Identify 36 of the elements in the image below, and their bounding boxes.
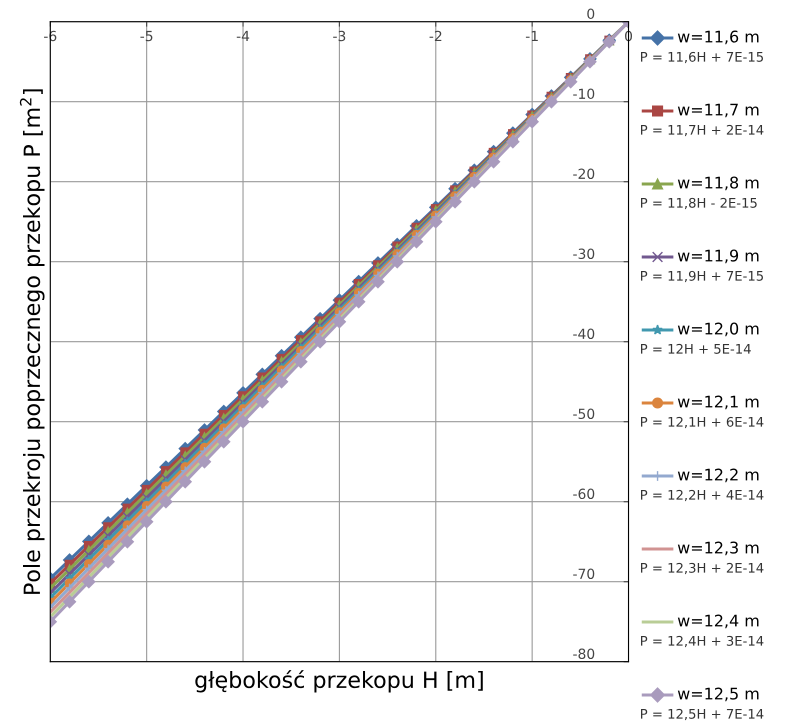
legend-label: w=12,4 m [678,614,758,628]
text: P = 12,2H + 4E-14 [641,490,764,502]
legend-label: w=12,5 m [678,688,758,702]
text: P = 12,5H + 7E-14 [641,708,764,720]
legend-label: w=11,8 m [678,176,758,190]
text: P = 12,3H + 2E-14 [641,562,764,574]
y-tick-label: -20 [573,168,594,180]
legend-label: w=12,2 m [678,468,758,482]
legend-label: w=11,6 m [678,30,758,44]
x-tick-label: -5 [140,30,152,42]
text: P = 11,8H - 2E-15 [641,198,757,210]
legend-label: w=11,9 m [678,250,758,264]
y-tick-label: -30 [573,248,594,260]
text: P = 11,6H + 7E-15 [641,52,763,64]
x-tick-label: -1 [526,30,538,42]
y-tick-label: -80 [573,648,594,660]
x-tick-label: -4 [236,30,250,42]
text: P = 12H + 5E-14 [641,344,751,354]
text: P = 12,1H + 6E-14 [641,416,764,428]
y-tick-label: -60 [573,488,594,500]
y-tick-label: -40 [573,328,594,340]
y-tick-label: 0 [587,8,594,20]
y-tick-label: -10 [573,88,594,100]
y-axis-title: Pole przekroju poprzecznego przekopu P [m$^{2}$] [20,89,45,594]
text: P = 12,4H + 3E-14 [641,636,764,648]
legend-label: w=12,3 m [678,542,758,556]
legend-label: w=11,7 m [678,104,758,118]
x-tick-label: -2 [430,30,442,42]
legend-label: w=12,1 m [678,396,758,410]
y-tick-label: -70 [573,568,594,580]
y-tick-label: -50 [573,408,594,420]
x-axis-title: głębokość przekopu H [m] [195,670,483,692]
text: P = 11,7H + 2E-14 [641,124,764,136]
text: P = 11,9H + 7E-15 [641,270,763,282]
x-tick-label: -3 [333,30,346,42]
legend-label: w=12,0 m [678,322,758,336]
